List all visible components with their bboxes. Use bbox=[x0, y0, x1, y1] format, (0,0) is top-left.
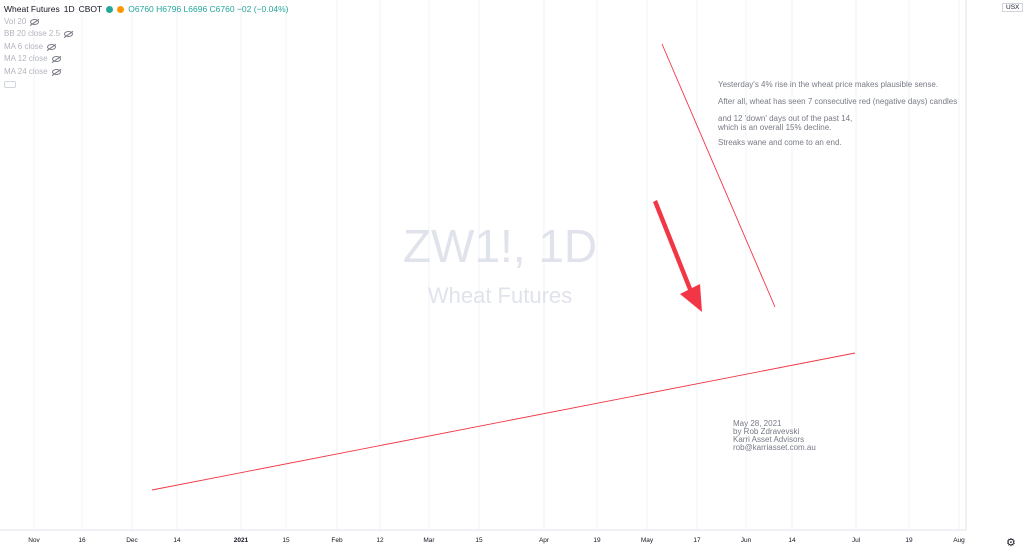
legend-main-row: Wheat Futures 1D CBOT O6760 H6796 L6696 … bbox=[4, 3, 288, 16]
annotation-text[interactable]: Yesterday's 4% rise in the wheat price m… bbox=[717, 80, 957, 147]
time-tick-label: 12 bbox=[376, 537, 384, 544]
collapse-legend-button[interactable] bbox=[4, 80, 16, 88]
time-tick-label: 15 bbox=[282, 537, 290, 544]
down-arrow-annotation[interactable] bbox=[653, 200, 702, 312]
time-tick-label: 19 bbox=[593, 537, 601, 544]
note-line-1: Yesterday's 4% rise in the wheat price m… bbox=[718, 80, 938, 89]
watermark-name: Wheat Futures bbox=[428, 283, 572, 308]
time-tick-label: 2021 bbox=[234, 537, 249, 544]
time-tick-label: 14 bbox=[788, 537, 796, 544]
sig-company: Karri Asset Advisors bbox=[733, 435, 804, 444]
time-tick-label: 14 bbox=[173, 537, 181, 544]
time-axis[interactable]: Nov 16 Dec 14 2021 15 Feb 12 Mar 15 Apr 19 May 17 Jun 1… bbox=[28, 537, 965, 544]
time-tick-label: Mar bbox=[423, 537, 435, 544]
hidden-eye-icon[interactable] bbox=[51, 68, 61, 75]
time-tick-label: 16 bbox=[78, 537, 86, 544]
time-tick-label: 19 bbox=[905, 537, 913, 544]
time-tick-label: Nov bbox=[28, 537, 40, 544]
note-line-2: After all, wheat has seen 7 consecutive … bbox=[718, 97, 957, 106]
trendlines[interactable] bbox=[151, 43, 856, 491]
indicator-label: MA 12 close bbox=[4, 54, 48, 63]
gear-icon[interactable]: ⚙ bbox=[1006, 537, 1016, 549]
time-tick-label: Jun bbox=[741, 537, 752, 544]
grid bbox=[33, 0, 960, 530]
currency-badge[interactable]: USX bbox=[1002, 3, 1024, 12]
time-tick-label: Aug bbox=[953, 537, 965, 544]
hidden-eye-icon[interactable] bbox=[47, 43, 57, 50]
time-tick-label: 15 bbox=[475, 537, 483, 544]
watermark-symbol: ZW1!, 1D bbox=[403, 220, 597, 272]
delayed-data-icon[interactable] bbox=[117, 5, 125, 13]
time-tick-label: Feb bbox=[331, 537, 343, 544]
indicator-row[interactable]: BB 20 close 2.5 bbox=[4, 28, 288, 41]
note-line-3: and 12 'down' days out of the past 14, bbox=[718, 114, 852, 123]
indicator-row[interactable]: MA 6 close bbox=[4, 41, 288, 54]
price-label: ZWN2021 6760 bbox=[969, 251, 1018, 258]
legend: Wheat Futures 1D CBOT O6760 H6796 L6696 … bbox=[4, 3, 288, 91]
time-tick-label: May bbox=[641, 537, 654, 544]
symbol-name[interactable]: Wheat Futures bbox=[4, 4, 60, 14]
trendline[interactable] bbox=[151, 352, 856, 491]
indicator-label: MA 6 close bbox=[4, 41, 44, 51]
watermark: ZW1!, 1D Wheat Futures bbox=[403, 220, 597, 308]
ohlc-values: O6760 H6796 L6696 C6760 −02 (−0.04%) bbox=[128, 4, 289, 14]
time-tick-label: Jul bbox=[852, 537, 861, 544]
time-tick-label: 17 bbox=[693, 537, 701, 544]
trendline[interactable] bbox=[661, 43, 776, 308]
indicator-label: BB 20 close 2.5 bbox=[4, 29, 61, 38]
indicator-row[interactable]: MA 24 close bbox=[4, 66, 288, 79]
hidden-eye-icon[interactable] bbox=[64, 31, 74, 38]
time-tick-label: Dec bbox=[126, 537, 138, 544]
note-line-5: Streaks wane and come to an end. bbox=[718, 138, 842, 147]
market-status-icon[interactable] bbox=[106, 5, 114, 13]
legend-collapse-row bbox=[4, 78, 288, 91]
indicator-label: MA 24 close bbox=[4, 66, 48, 76]
exchange: CBOT bbox=[78, 4, 103, 14]
price-label-ticker: ZWN2021 bbox=[969, 251, 999, 258]
hidden-eye-icon[interactable] bbox=[30, 18, 40, 25]
signature-text[interactable]: May 28, 2021 by Rob Zdravevski Karri Ass… bbox=[733, 419, 816, 452]
indicator-label: Vol 20 bbox=[4, 16, 27, 26]
price-label-value: 6760 bbox=[1003, 251, 1018, 258]
note-line-4: which is an overall 15% decline. bbox=[717, 123, 831, 132]
interval[interactable]: 1D bbox=[63, 4, 75, 14]
time-tick-label: Apr bbox=[539, 537, 550, 544]
indicator-row[interactable]: MA 12 close bbox=[4, 53, 288, 66]
indicator-row[interactable]: Vol 20 bbox=[4, 16, 288, 29]
sig-email: rob@karriasset.com.au bbox=[733, 443, 816, 452]
hidden-eye-icon[interactable] bbox=[51, 56, 61, 63]
sig-date: May 28, 2021 bbox=[733, 419, 782, 428]
sig-author: by Rob Zdravevski bbox=[733, 427, 799, 436]
